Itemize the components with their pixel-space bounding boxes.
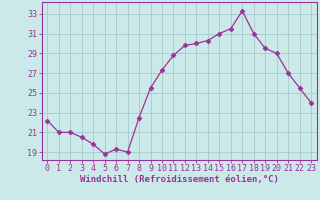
X-axis label: Windchill (Refroidissement éolien,°C): Windchill (Refroidissement éolien,°C) xyxy=(80,175,279,184)
